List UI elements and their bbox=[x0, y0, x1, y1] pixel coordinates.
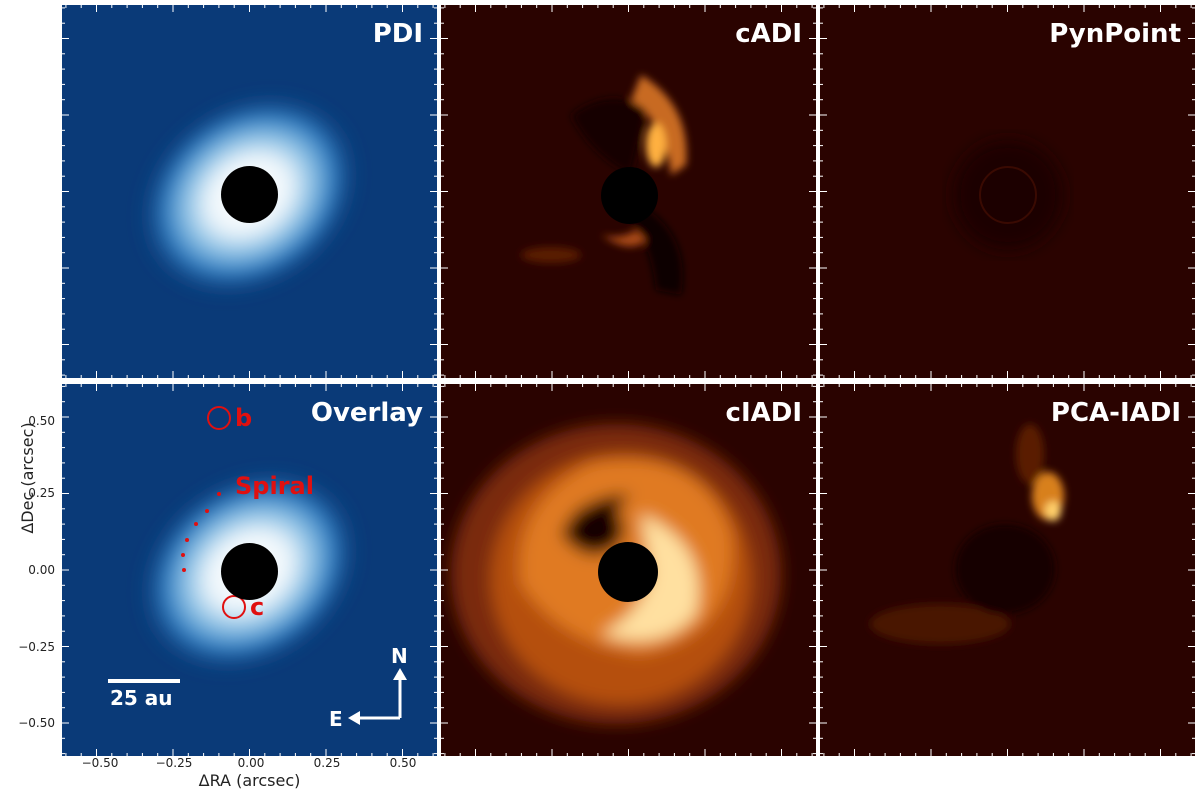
planet-b-marker bbox=[207, 406, 231, 430]
spiral-trace bbox=[181, 492, 221, 572]
planet-b-label: b bbox=[235, 404, 253, 432]
compass-arrows bbox=[348, 668, 407, 725]
coronagraph-mask bbox=[601, 167, 658, 224]
x-axis-label: ΔRA (arcsec) bbox=[198, 771, 301, 790]
panel-title: cADI bbox=[735, 19, 802, 49]
scale-bar-label: 25 au bbox=[110, 686, 173, 710]
panel-overlay: Overlay b c Spiral 25 au N E bbox=[62, 384, 437, 756]
panel-title: Overlay bbox=[310, 398, 423, 428]
x-tick-label: 0.25 bbox=[313, 756, 341, 770]
coronagraph-mask bbox=[221, 543, 278, 600]
panel-cladi: cIADI bbox=[441, 384, 816, 756]
y-tick-label: 0.00 bbox=[28, 563, 55, 577]
y-tick-label: 0.25 bbox=[28, 486, 55, 500]
y-tick-label: −0.50 bbox=[18, 716, 55, 730]
x-tick-label: −0.50 bbox=[81, 756, 119, 770]
y-axis-label: ΔDec (arcsec) bbox=[18, 422, 37, 534]
y-tick-label: −0.25 bbox=[18, 640, 55, 654]
x-tick-label: 0.00 bbox=[237, 756, 265, 770]
coronagraph-mask bbox=[598, 542, 658, 602]
panel-pdi: PDI bbox=[62, 5, 437, 378]
panel-title: cIADI bbox=[725, 398, 802, 428]
panel-title: PDI bbox=[372, 19, 423, 49]
pcaladi-image bbox=[820, 384, 1195, 756]
x-tick-label: −0.25 bbox=[155, 756, 193, 770]
panel-pcaladi: PCA-IADI bbox=[820, 384, 1195, 756]
panel-title: PCA-IADI bbox=[1050, 398, 1181, 428]
north-label: N bbox=[391, 644, 408, 668]
coronagraph-mask bbox=[221, 166, 278, 223]
panel-cadi: cADI bbox=[441, 5, 816, 378]
panel-title: PynPoint bbox=[1049, 19, 1181, 49]
planet-c-label: c bbox=[250, 593, 265, 621]
x-tick-label: 0.50 bbox=[389, 756, 417, 770]
east-label: E bbox=[329, 707, 343, 731]
spiral-label: Spiral bbox=[235, 472, 314, 500]
pynpoint-image bbox=[820, 5, 1195, 378]
panel-pynpoint: PynPoint bbox=[820, 5, 1195, 378]
y-tick-label: 0.50 bbox=[28, 414, 55, 428]
